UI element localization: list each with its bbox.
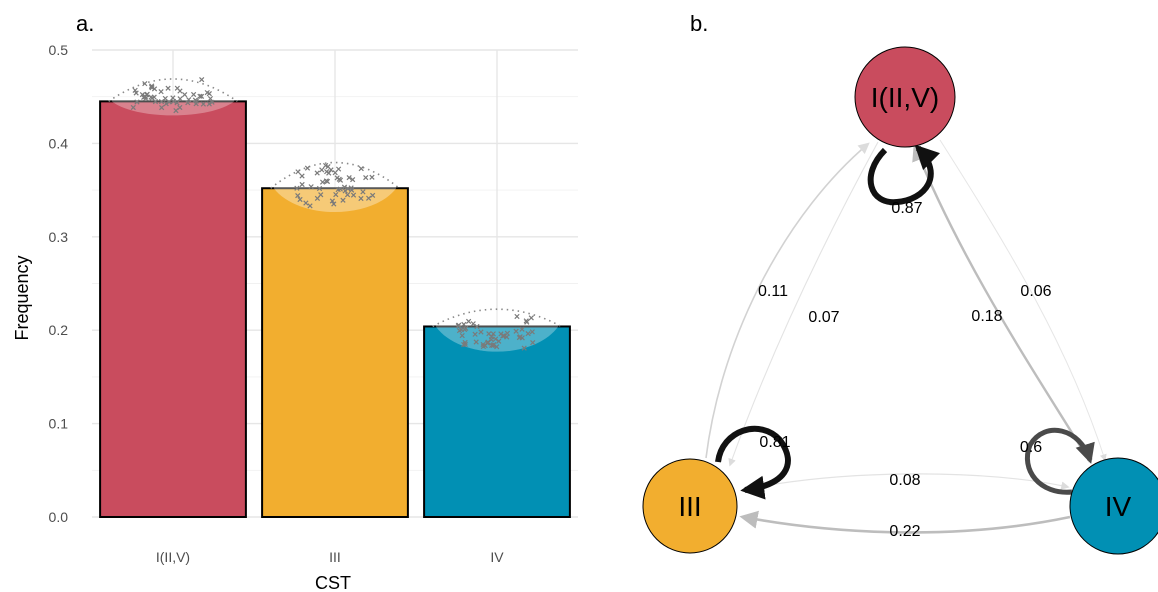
violin-shape xyxy=(112,78,234,115)
x-tick-label: IV xyxy=(490,549,504,565)
x-tick-label: I(II,V) xyxy=(156,549,190,565)
edge-label-iv-iii: 0.22 xyxy=(889,523,920,540)
panel-b-label: b. xyxy=(690,11,708,36)
self-loop-i xyxy=(871,148,931,202)
edge-i-to-iv xyxy=(940,140,1105,460)
node-iii-label: III xyxy=(678,491,701,522)
x-tick-label: III xyxy=(329,549,341,565)
edge-label-iii-iii: 0.81 xyxy=(759,434,790,451)
panel-a-label: a. xyxy=(76,11,94,36)
edge-label-iv-i: 0.18 xyxy=(971,308,1002,325)
edge-label-i-i: 0.87 xyxy=(891,200,922,217)
edge-label-iv-iv: 0.6 xyxy=(1020,439,1042,456)
x-tick-labels: I(II,V) III IV xyxy=(156,549,504,565)
y-tick-label: 0.0 xyxy=(49,509,69,525)
y-tick-label: 0.5 xyxy=(49,42,69,58)
y-tick-label: 0.4 xyxy=(49,135,69,151)
transition-network: I(II,V) III IV 0.87 0.81 0.6 0.11 0.07 0… xyxy=(643,47,1158,554)
node-i-label: I(II,V) xyxy=(871,82,939,113)
y-tick-label: 0.1 xyxy=(49,416,69,432)
x-axis-title: CST xyxy=(315,573,351,592)
y-tick-label: 0.3 xyxy=(49,229,69,245)
edge-iii-to-i xyxy=(706,144,868,458)
bar-chart: 0.0 0.1 0.2 0.3 0.4 0.5 I(II,V) III IV CST Freq… xyxy=(12,42,578,592)
edge-label-iii-iv: 0.08 xyxy=(889,472,920,489)
edge-label-iii-i: 0.11 xyxy=(758,283,788,300)
y-axis-title: Frequency xyxy=(12,255,32,340)
bar-I(II,V) xyxy=(100,101,246,517)
node-iv-label: IV xyxy=(1105,491,1132,522)
y-tick-label: 0.2 xyxy=(49,322,69,338)
edge-label-i-iii: 0.07 xyxy=(808,309,839,326)
edge-label-i-iv: 0.06 xyxy=(1020,283,1051,300)
edge-iv-to-i xyxy=(915,147,1090,462)
edge-i-to-iii xyxy=(730,142,878,465)
y-tick-labels: 0.0 0.1 0.2 0.3 0.4 0.5 xyxy=(49,42,69,525)
bar-IV xyxy=(424,326,570,517)
bar-III xyxy=(262,188,408,517)
